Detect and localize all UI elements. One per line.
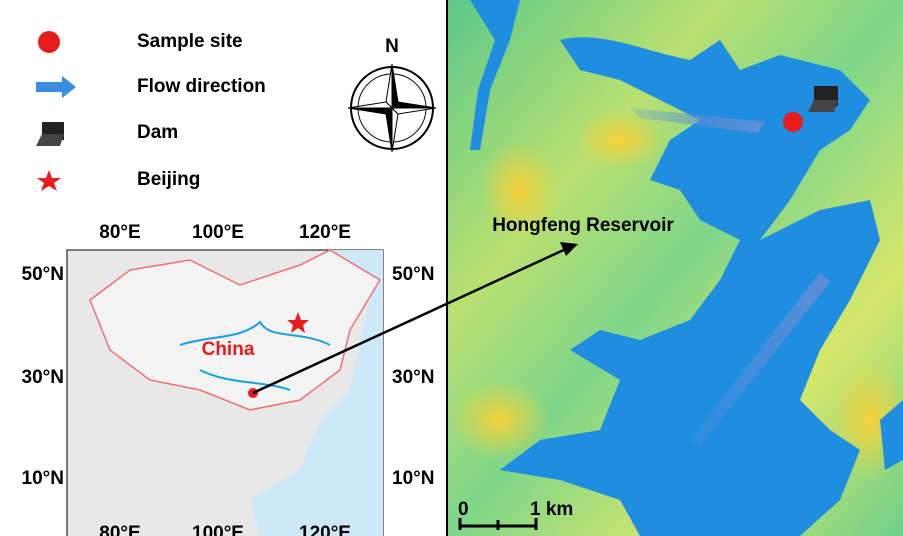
legend-label: Flow direction (137, 76, 266, 97)
lon-label: 80°E (99, 523, 140, 536)
lon-label: 100°E (192, 222, 244, 243)
legend-label: Dam (137, 122, 178, 143)
lon-label: 80°E (99, 222, 140, 243)
reservoir-map: 0 1 km (448, 0, 903, 536)
lat-label: 30°N (22, 367, 64, 388)
lon-label: 120°E (299, 523, 351, 536)
figure: 0 1 km Sample site Flow direction Dam Be… (0, 0, 903, 536)
country-label: China (202, 339, 255, 360)
lon-label: 120°E (299, 222, 351, 243)
legend-icon (38, 31, 60, 53)
lat-label: 30°N (392, 367, 434, 388)
scale-start: 0 (458, 499, 469, 520)
scale-end: 1 km (530, 499, 573, 520)
compass-label: N (385, 36, 399, 57)
lat-label: 10°N (22, 468, 64, 489)
inset-map: China (67, 250, 383, 536)
lat-label: 10°N (392, 468, 434, 489)
lat-label: 50°N (22, 264, 64, 285)
legend-label: Sample site (137, 31, 243, 52)
legend-label: Beijing (137, 169, 200, 190)
lon-label: 100°E (192, 523, 244, 536)
reservoir-label: Hongfeng Reservoir (492, 215, 674, 236)
lat-label: 50°N (392, 264, 434, 285)
